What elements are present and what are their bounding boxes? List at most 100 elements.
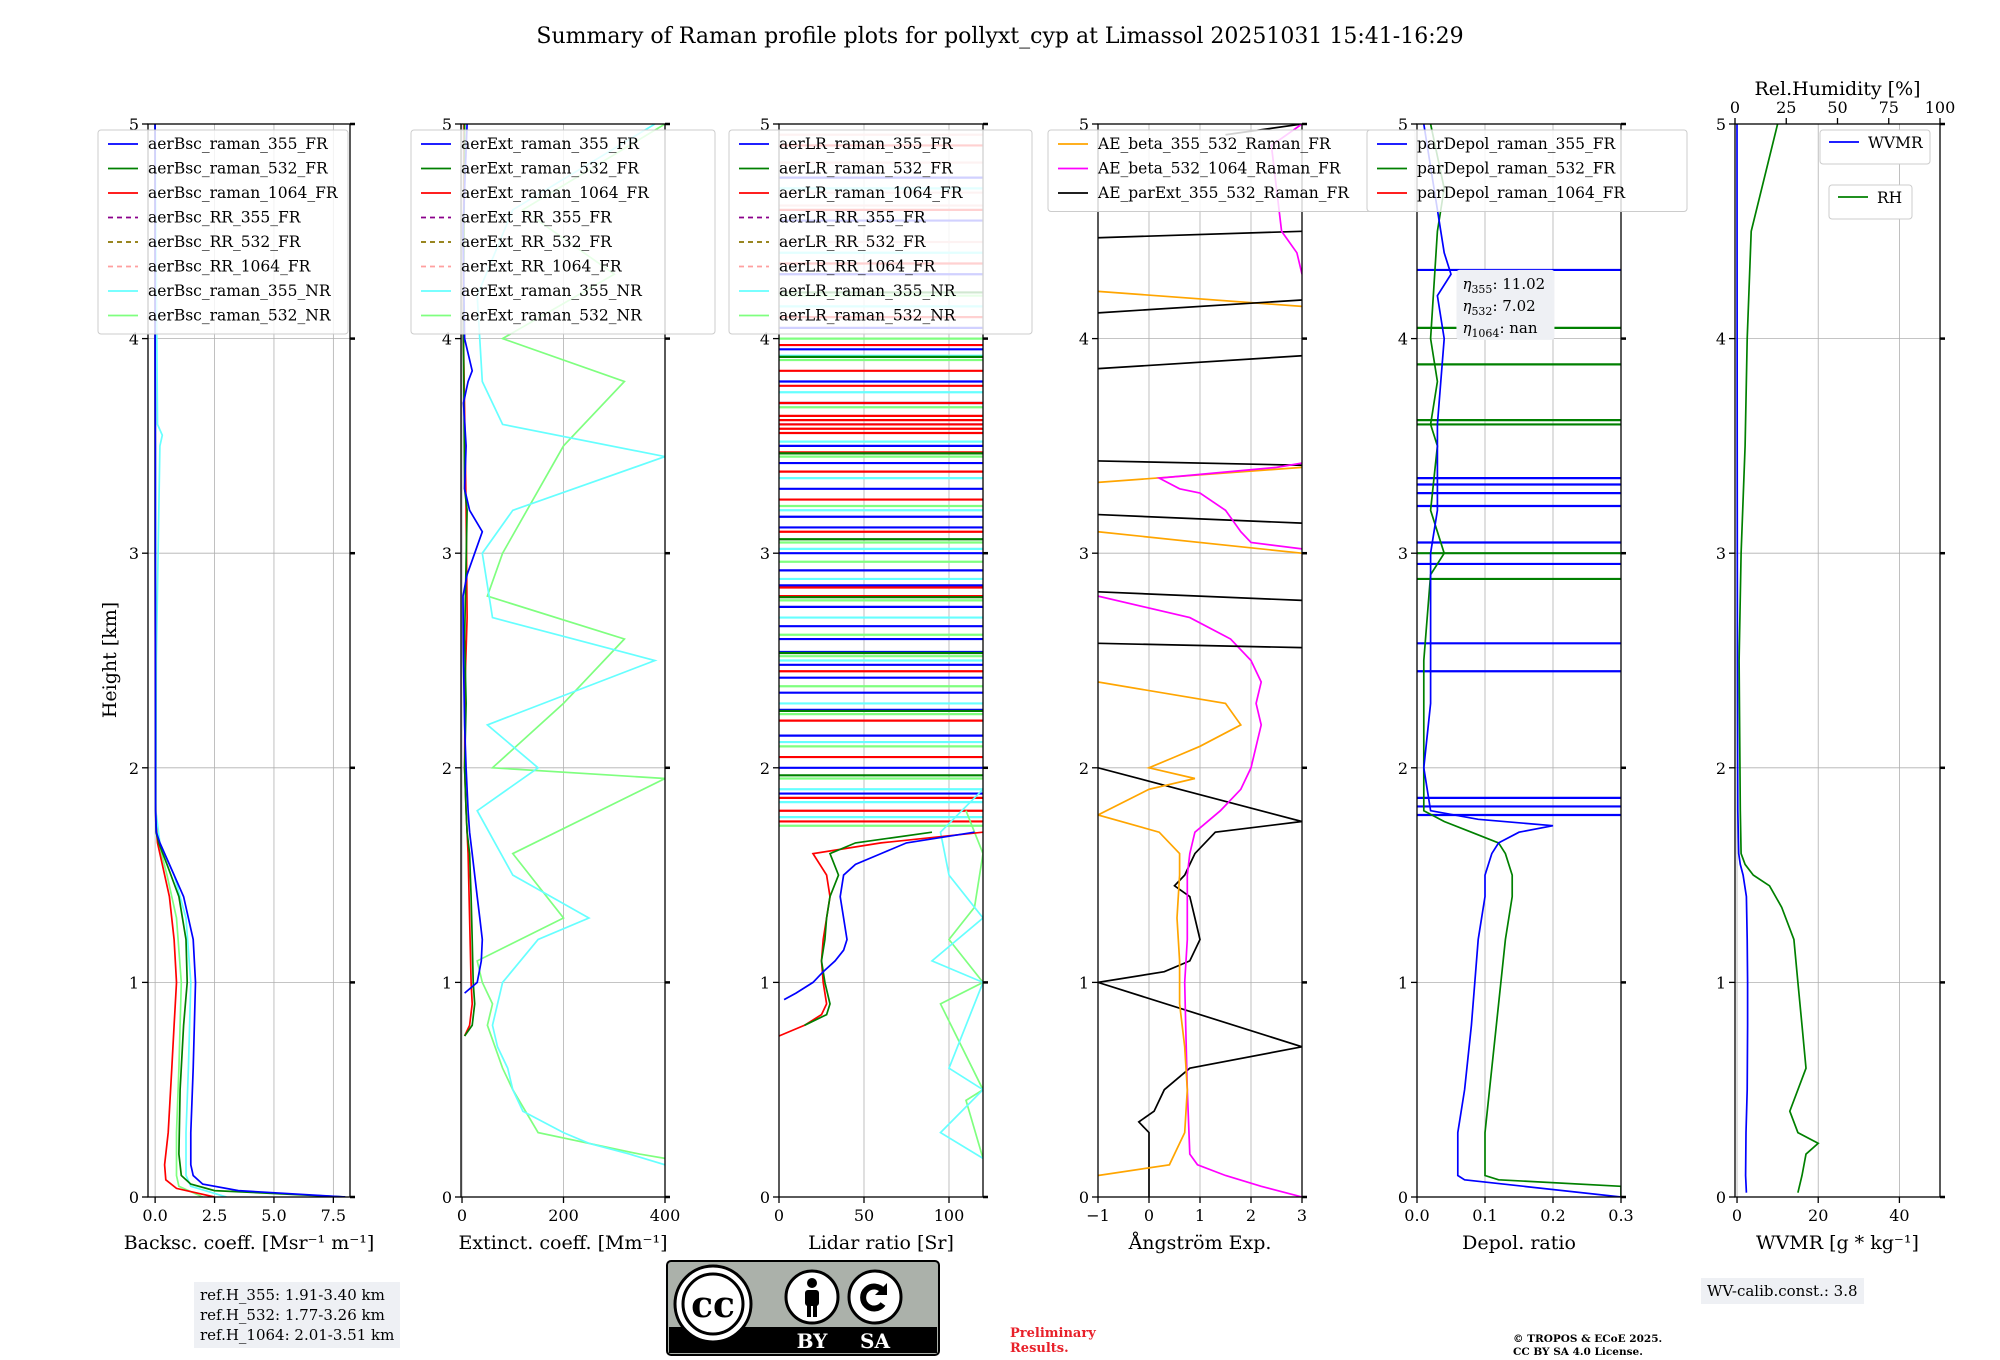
eta-label-532: η532: 7.02 [1462,297,1535,318]
legend-label: aerExt_raman_532_FR [461,160,640,178]
y-tick-label: 1 [1079,973,1089,992]
data-bsc [154,124,346,1197]
series-RH [1738,124,1820,1193]
axes-frame-lr [778,123,984,1198]
legend-label: RH [1877,189,1902,207]
legend-label: aerExt_RR_532_FR [461,233,613,251]
x-tick-label: −1 [1086,1206,1110,1225]
y-tick-label: 4 [129,330,139,349]
legend-label: aerBsc_RR_1064_FR [148,258,312,276]
grid-ae [1097,124,1303,1197]
x-tick-label: 40 [1889,1206,1909,1225]
preliminary-line-2: Results. [1010,1341,1069,1356]
y-tick-label: 3 [442,544,452,563]
x-tick-label: 50 [854,1206,874,1225]
x-ticks-ext: 0 200 400 [457,1197,680,1225]
x-tick-label: 20 [1808,1206,1828,1225]
y-tick-label: 4 [442,330,452,349]
y-tick-label: 1 [129,973,139,992]
y-tick-label: 2 [760,759,770,778]
x-ticks-lr: 0 50 100 [774,1197,964,1225]
y-tick-label: 0 [1398,1188,1408,1207]
y-ticks-ext: 0 1 2 3 4 5 [442,115,670,1207]
legend-label: aerBsc_raman_532_NR [148,307,332,325]
ae-segment-black [1098,354,1302,370]
y-tick-label: 4 [1716,330,1726,349]
legend-label: aerExt_raman_355_FR [461,135,640,153]
x2-tick-label: 100 [1925,98,1956,117]
y-tick-label: 2 [442,759,452,778]
y-tick-label: 0 [760,1188,770,1207]
series-AE_parExt_355_532_Raman_FR [1098,766,1302,1197]
y-tick-label: 3 [1079,544,1089,563]
x-tick-label: 2.5 [202,1206,227,1225]
y-tick-label: 3 [1398,544,1408,563]
x-axis-label: Depol. ratio [1462,1232,1576,1254]
legend-label: aerLR_raman_355_FR [779,135,954,153]
y-tick-label: 0 [1716,1188,1726,1207]
series-parDepol_raman_355_FR [1422,124,1621,1197]
legend-label: aerExt_raman_1064_FR [461,184,650,202]
x2-tick-label: 0 [1730,98,1740,117]
x-axis-label: Backsc. coeff. [Msr⁻¹ m⁻¹] [124,1232,375,1254]
x2-axis-label: Rel.Humidity [%] [1754,78,1920,100]
series-aerLR_raman_532_NR [939,810,983,1159]
panel-depol: 0 1 2 3 4 5 0.0 0.1 0.2 0.3 Depol. ratio parDepol_r… [1366,115,1688,1254]
reference-height-box: ref.H_355: 1.91-3.40 km ref.H_532: 1.77-… [194,1282,401,1348]
y-tick-label: 0 [1079,1188,1089,1207]
ae-segment-black [1098,642,1302,649]
legend-box-wvmr [1819,129,1931,165]
legend-label: aerLR_raman_1064_FR [779,184,964,202]
legend-box [410,129,716,335]
legend-label: aerBsc_raman_355_FR [148,135,329,153]
y-tick-label: 2 [1716,759,1726,778]
ae-segment-black [1098,299,1302,314]
y-tick-label: 5 [1079,115,1089,134]
legend-label: AE_beta_355_532_Raman_FR [1097,135,1332,153]
y-tick-label: 5 [1398,115,1408,134]
copyright-note: © TROPOS & ECoE 2025. CC BY SA 4.0 Licen… [1513,1333,1662,1359]
ref-height-532: ref.H_532: 1.77-3.26 km [200,1306,385,1324]
legend-label: AE_beta_532_1064_Raman_FR [1097,160,1342,178]
ae-segment-black [1098,590,1302,602]
legend-label: aerBsc_raman_355_NR [148,282,332,300]
legend-ext: aerExt_raman_355_FR aerExt_raman_532_FRae… [410,129,716,335]
y-tick-label: 0 [442,1188,452,1207]
series-aerExt_raman_532_FR [462,124,476,1037]
y-tick-label: 4 [760,330,770,349]
legend-depol: parDepol_raman_355_FR parDepol_raman_532_… [1366,129,1688,212]
legend-label: aerLR_RR_532_FR [779,233,927,251]
by-person-icon [784,1269,840,1325]
legend-wv: WVMR RH [1819,129,1931,220]
grid-wv [1735,124,1940,1197]
legend-box [97,129,349,335]
x-axis-label: Ångström Exp. [1128,1232,1272,1254]
eta-box-bg [1456,269,1555,340]
y-ticks-lr: 0 1 2 3 4 5 [760,115,988,1207]
y-tick-label: 4 [1079,330,1089,349]
x-ticks-ae: −1 0 1 2 3 [1086,1197,1307,1225]
y-tick-label: 5 [129,115,139,134]
y-tick-label: 4 [1398,330,1408,349]
x-tick-label: 0.3 [1608,1206,1633,1225]
x-tick-label: 5.0 [261,1206,286,1225]
data-wv [1736,124,1820,1193]
cc-by-label: BY [797,1329,829,1353]
y-tick-label: 5 [442,115,452,134]
legend-label: aerLR_raman_532_NR [779,307,957,325]
y-tick-label: 1 [1398,973,1408,992]
x-tick-label: 3 [1297,1206,1307,1225]
legend-label: aerExt_RR_1064_FR [461,258,623,276]
series-WVMR [1736,124,1749,1193]
series-aerBsc_raman_355_FR [154,124,346,1197]
x-ticks-wv: 0 20 40 0 25 50 75 100 [1730,98,1955,1225]
x-ticks-bsc: 0.0 2.5 5.0 7.5 [142,1197,346,1225]
panel-ext: 0 1 2 3 4 5 0 200 400 Extinct. coeff. [Mm⁻¹] aerEx… [410,115,716,1254]
x-tick-label: 0 [457,1206,467,1225]
legend-label: parDepol_raman_1064_FR [1417,184,1626,202]
cc-logo-text: cc [691,1284,735,1326]
